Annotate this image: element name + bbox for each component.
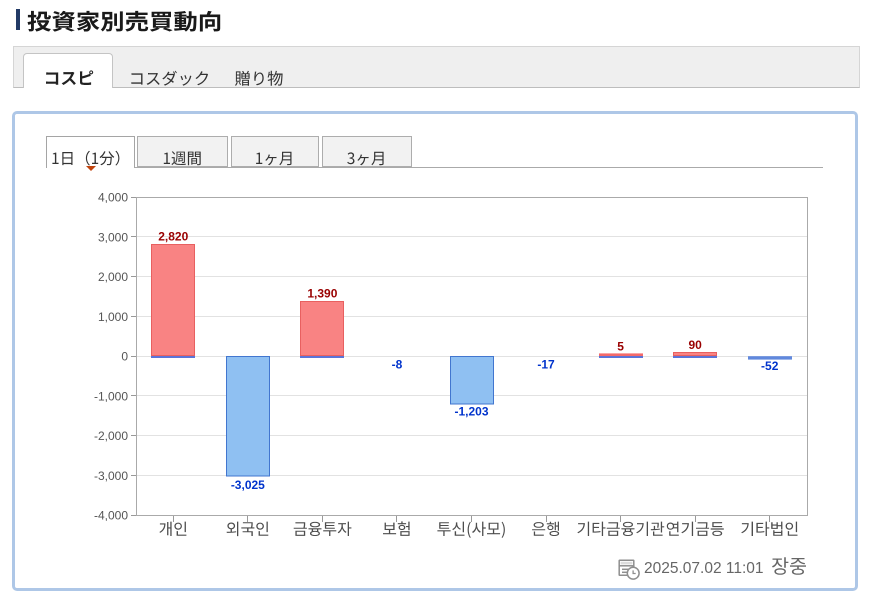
- svg-text:2,000: 2,000: [98, 270, 128, 284]
- svg-text:2,820: 2,820: [158, 230, 188, 244]
- svg-text:-3,025: -3,025: [231, 478, 265, 492]
- svg-text:-17: -17: [537, 358, 555, 372]
- svg-text:4,000: 4,000: [98, 191, 128, 205]
- svg-text:-4,000: -4,000: [94, 509, 128, 523]
- svg-text:2025.07.02 11:01: 2025.07.02 11:01: [644, 560, 764, 577]
- svg-text:5: 5: [617, 340, 624, 354]
- svg-text:-52: -52: [761, 359, 779, 373]
- svg-text:3,000: 3,000: [98, 230, 128, 244]
- svg-text:-3,000: -3,000: [94, 469, 128, 483]
- svg-text:1,000: 1,000: [98, 310, 128, 324]
- svg-text:-1,000: -1,000: [94, 389, 128, 403]
- svg-text:-1,203: -1,203: [454, 405, 488, 419]
- svg-text:90: 90: [688, 338, 702, 352]
- svg-text:-2,000: -2,000: [94, 429, 128, 443]
- svg-text:0: 0: [121, 350, 128, 364]
- svg-text:-8: -8: [392, 358, 403, 372]
- svg-text:1,390: 1,390: [307, 287, 337, 301]
